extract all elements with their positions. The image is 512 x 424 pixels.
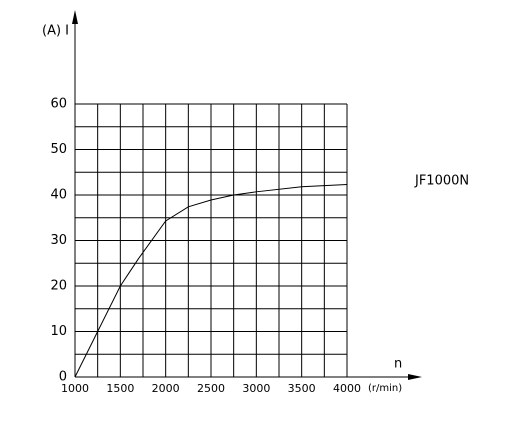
annotation: JF1000N bbox=[414, 174, 469, 189]
x-tick-label: 4000 bbox=[333, 382, 361, 395]
x-tick-label: 3500 bbox=[288, 382, 316, 395]
x-tick-label: 3000 bbox=[242, 382, 270, 395]
y-axis-arrow bbox=[72, 10, 78, 24]
y-tick-label: 50 bbox=[50, 142, 67, 157]
y-tick-label: 30 bbox=[50, 233, 67, 248]
y-tick-label: 20 bbox=[50, 279, 67, 294]
x-tick-label: 2000 bbox=[152, 382, 180, 395]
x-axis-unit: (r/min) bbox=[368, 383, 402, 394]
y-axis-label: (A) I bbox=[42, 24, 69, 39]
data-line bbox=[74, 184, 348, 378]
x-axis-arrow bbox=[408, 374, 422, 380]
x-tick-label: 2500 bbox=[197, 382, 225, 395]
y-tick-label: 60 bbox=[50, 97, 67, 112]
y-tick-label: 40 bbox=[50, 188, 67, 203]
x-tick-label: 1000 bbox=[61, 382, 89, 395]
x-tick-label: 1500 bbox=[106, 382, 134, 395]
x-axis-label: n bbox=[394, 357, 402, 372]
y-tick-label: 0 bbox=[59, 370, 67, 385]
y-tick-label: 10 bbox=[50, 324, 67, 339]
